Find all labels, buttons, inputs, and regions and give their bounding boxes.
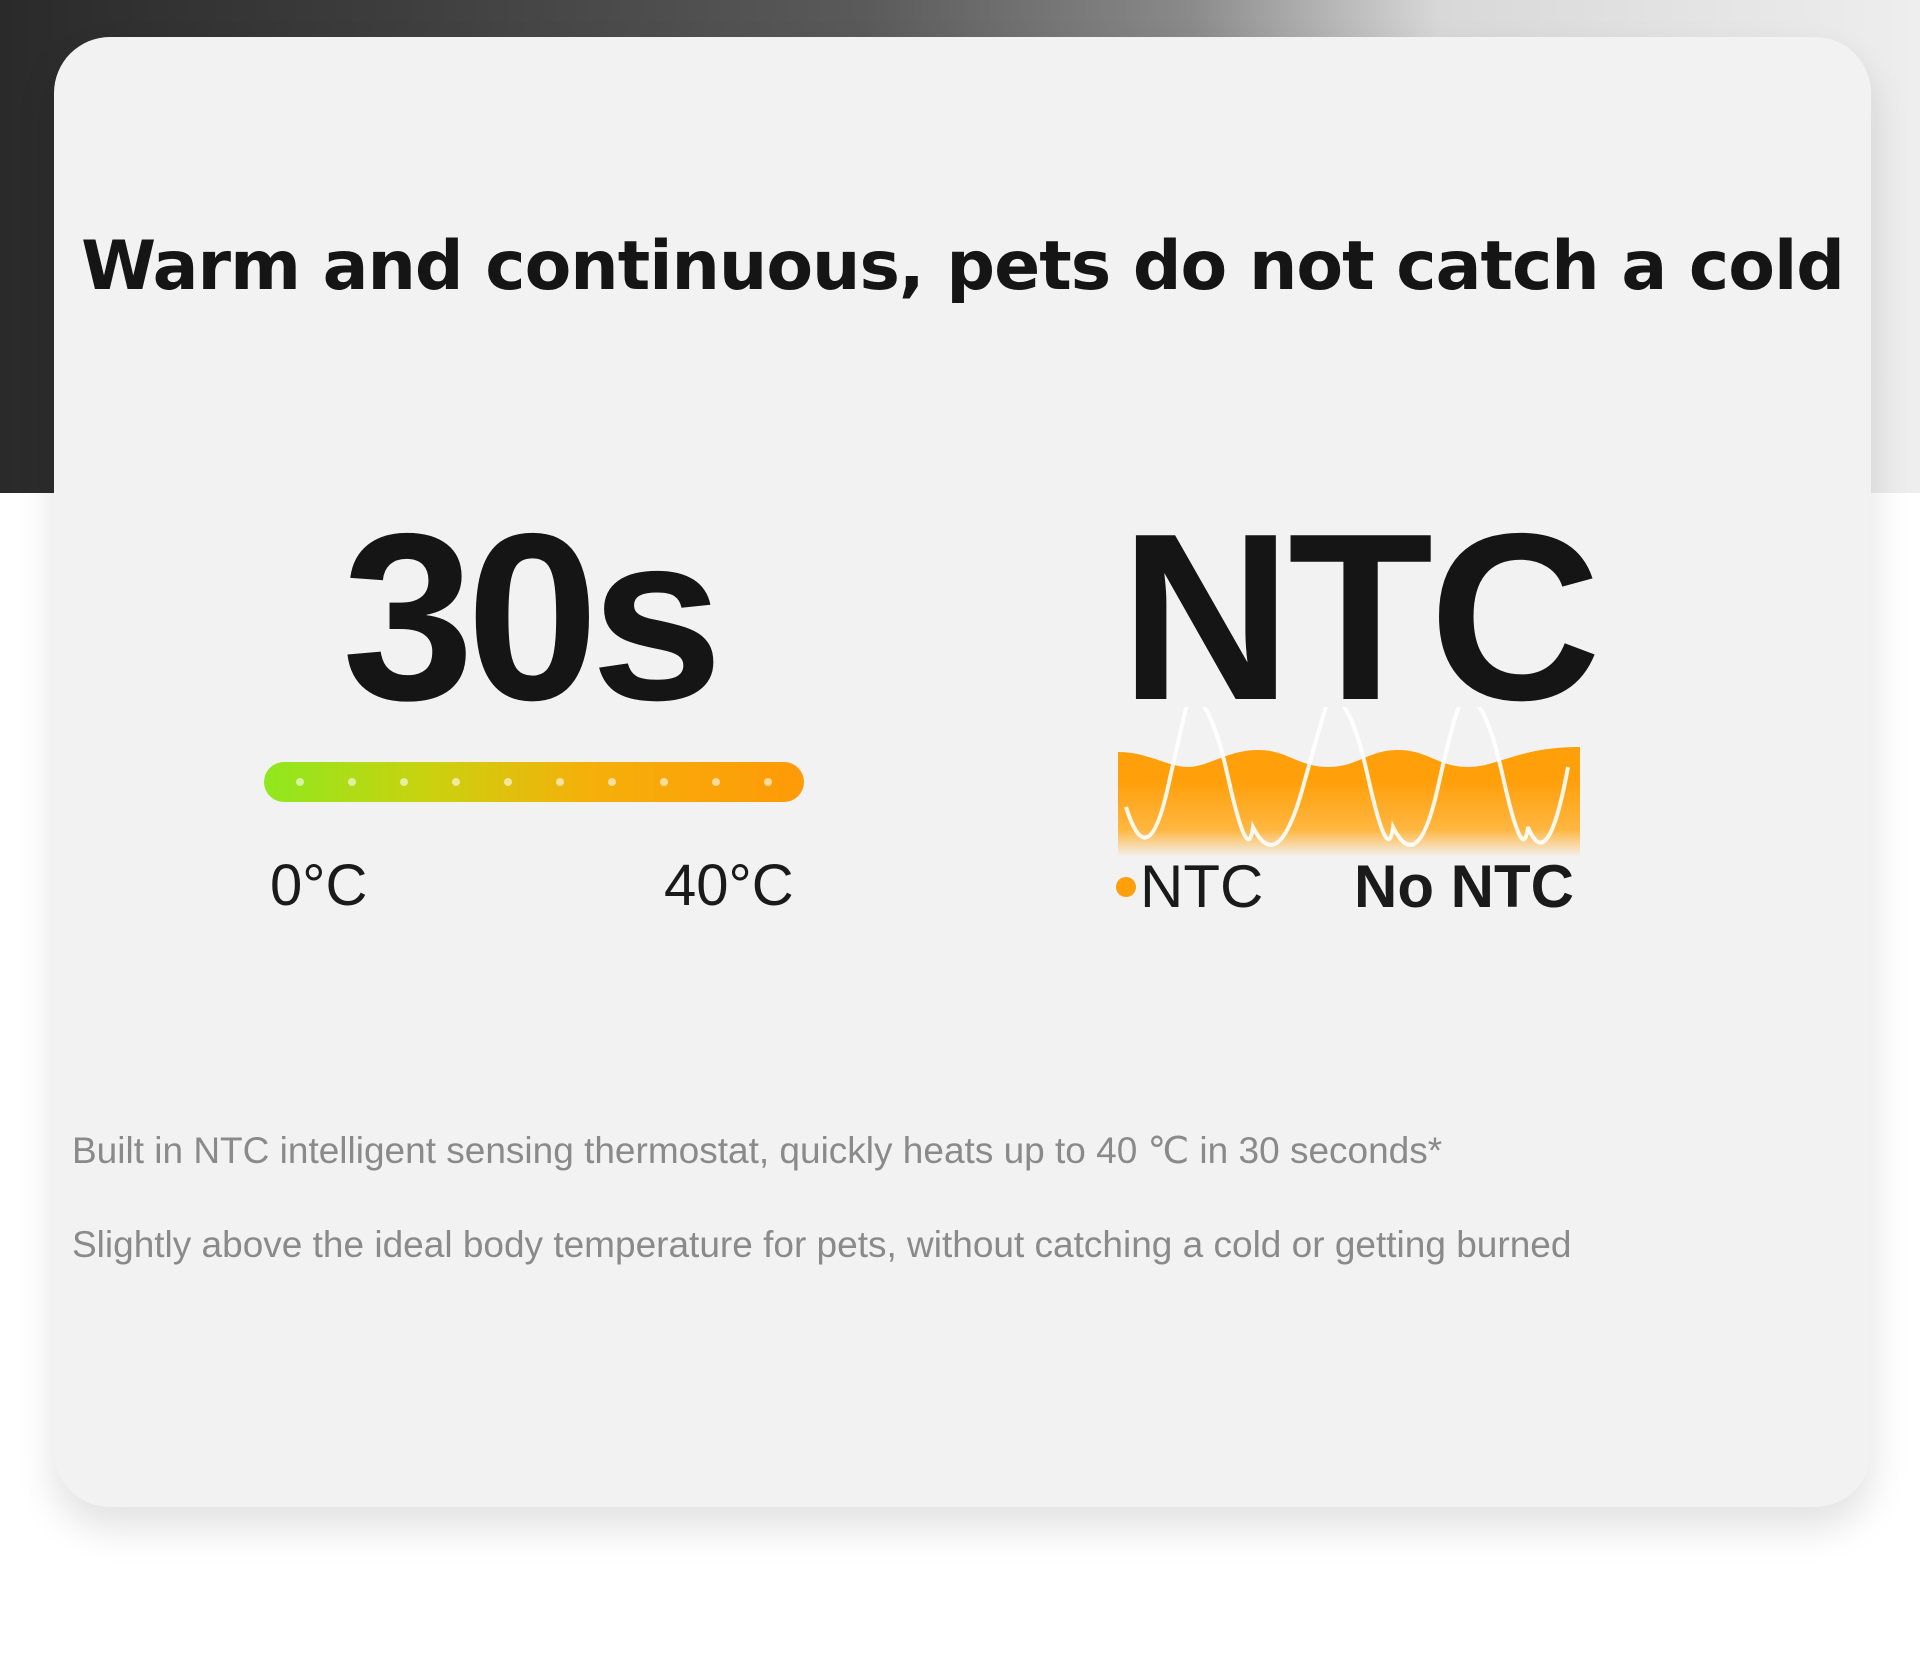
bar-dot [348, 778, 356, 786]
heat-time-value: 30s [342, 485, 723, 750]
bar-dot [452, 778, 460, 786]
bar-dot [764, 778, 772, 786]
bar-dot [660, 778, 668, 786]
legend-ntc-label: NTC [1140, 853, 1264, 920]
ntc-stable-area [1118, 747, 1580, 857]
ntc-wave-graphic [1118, 707, 1580, 857]
bar-dot [608, 778, 616, 786]
no-ntc-oscillation-line [1124, 707, 1570, 847]
bar-dot [712, 778, 720, 786]
bar-dot [296, 778, 304, 786]
legend-ntc: NTC [1116, 857, 1263, 917]
legend-no-ntc: No NTC [1354, 853, 1574, 920]
scale-max-label: 40°C [664, 853, 794, 918]
description-line: Slightly above the ideal body temperatur… [72, 1224, 1572, 1265]
sensor-value: NTC [1120, 485, 1601, 750]
scale-min-label: 0°C [270, 853, 368, 918]
temperature-gradient-bar [264, 762, 804, 802]
headline: Warm and continuous, pets do not catch a… [81, 227, 1845, 306]
bar-dot [400, 778, 408, 786]
description-line: Built in NTC intelligent sensing thermos… [72, 1130, 1443, 1171]
feature-card: Warm and continuous, pets do not catch a… [54, 37, 1871, 1507]
orange-dot-icon [1116, 877, 1136, 897]
bar-dot [504, 778, 512, 786]
bar-dot [556, 778, 564, 786]
